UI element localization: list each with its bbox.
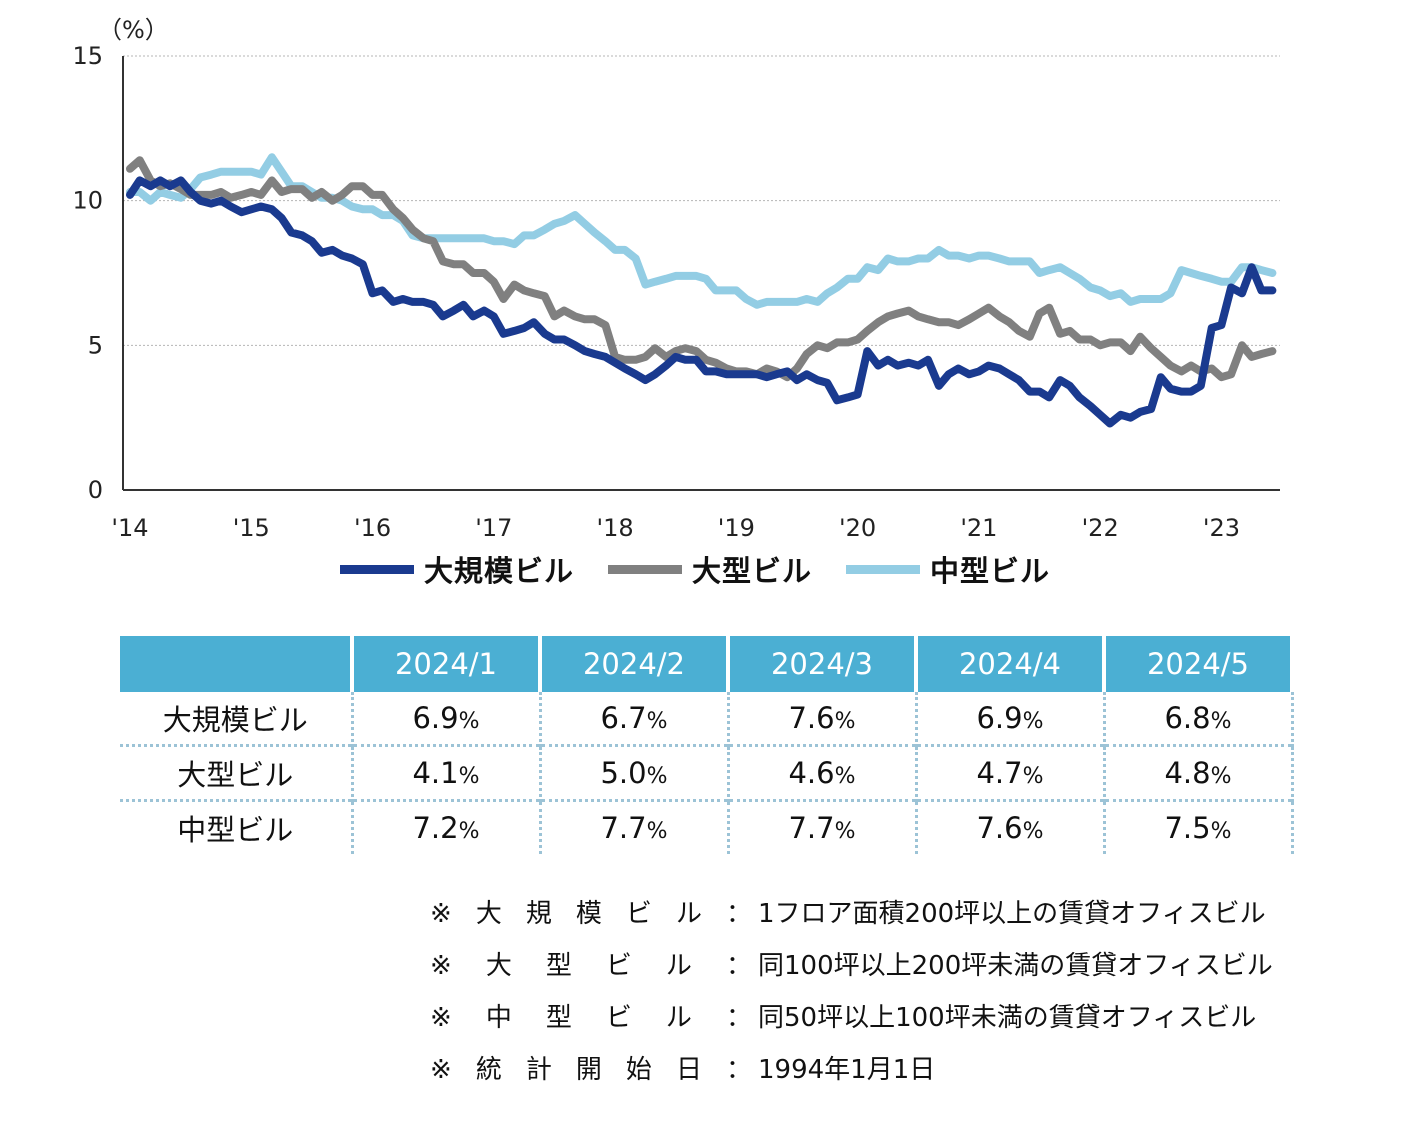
- x-tick-label: '23: [1203, 514, 1240, 542]
- table-row: 大型ビル 4.1% 5.0% 4.6% 4.7% 4.8%: [120, 744, 1294, 801]
- legend-swatch-large-scale: [340, 564, 414, 574]
- vacancy-rate-table: 2024/1 2024/2 2024/3 2024/4 2024/5 大規模ビル…: [120, 636, 1294, 854]
- table-header-month: 2024/3: [728, 636, 918, 692]
- vacancy-rate-chart: （%） 0 5 10 15 '14 '15 '16 '17 '18 '19 '20 '21 '22 '2…: [72, 16, 1280, 542]
- legend-swatch-medium: [846, 564, 921, 574]
- legend-swatch-large: [608, 564, 683, 574]
- footnote: ※ 統計開始日： 1994年1月1日: [430, 1044, 1273, 1096]
- y-tick-label: 5: [88, 331, 103, 359]
- x-tick-label: '15: [233, 514, 270, 542]
- legend-label-large-scale: 大規模ビル: [424, 554, 575, 588]
- x-tick-label: '14: [111, 514, 148, 542]
- table-cell: 4.6%: [728, 744, 918, 801]
- x-tick-labels: '14 '15 '16 '17 '18 '19 '20 '21 '22 '23: [111, 514, 1240, 542]
- legend-label-large: 大型ビル: [692, 554, 813, 588]
- table-cell: 6.8%: [1104, 692, 1294, 746]
- footnotes: ※ 大規模ビル： 1フロア面積200坪以上の賃貸オフィスビル ※ 大型ビル： 同10…: [430, 888, 1273, 1096]
- table-cell: 7.6%: [916, 799, 1106, 854]
- table-cell: 6.9%: [352, 692, 542, 746]
- table-cell: 4.7%: [916, 744, 1106, 801]
- y-tick-labels: 0 5 10 15: [72, 42, 103, 504]
- x-tick-label: '21: [960, 514, 997, 542]
- row-label: 中型ビル: [120, 799, 354, 854]
- x-tick-label: '17: [475, 514, 512, 542]
- table-cell: 7.2%: [352, 799, 542, 854]
- x-tick-label: '20: [839, 514, 876, 542]
- table-header-row: 2024/1 2024/2 2024/3 2024/4 2024/5: [120, 636, 1294, 692]
- table-cell: 7.7%: [540, 799, 730, 854]
- table-cell: 4.1%: [352, 744, 542, 801]
- legend-item-large-scale: 大規模ビル: [340, 548, 574, 590]
- table-row: 中型ビル 7.2% 7.7% 7.7% 7.6% 7.5%: [120, 799, 1294, 854]
- footnote-text: 1フロア面積200坪以上の賃貸オフィスビル: [758, 899, 1266, 929]
- table-cell: 7.6%: [728, 692, 918, 746]
- table-cell: 4.8%: [1104, 744, 1294, 801]
- y-unit-label: （%）: [98, 16, 169, 44]
- footnote: ※ 大規模ビル： 1フロア面積200坪以上の賃貸オフィスビル: [430, 888, 1273, 940]
- series-line-1: [126, 156, 1277, 382]
- y-tick-label: 0: [88, 476, 103, 504]
- table-header-month: 2024/2: [540, 636, 730, 692]
- x-tick-label: '16: [354, 514, 391, 542]
- footnote-text: 同50坪以上100坪未満の賃貸オフィスビル: [758, 1003, 1257, 1033]
- table-header-month: 2024/1: [352, 636, 542, 692]
- legend-item-medium: 中型ビル: [846, 548, 1050, 590]
- table-header-blank: [120, 636, 354, 692]
- x-tick-label: '18: [597, 514, 634, 542]
- x-tick-label: '19: [718, 514, 755, 542]
- footnote: ※ 大型ビル： 同100坪以上200坪未満の賃貸オフィスビル: [430, 940, 1273, 992]
- y-tick-label: 10: [72, 187, 103, 215]
- table-header-month: 2024/5: [1104, 636, 1294, 692]
- legend-item-large: 大型ビル: [608, 548, 812, 590]
- table-row: 大規模ビル 6.9% 6.7% 7.6% 6.9% 6.8%: [120, 692, 1294, 746]
- y-tick-label: 15: [72, 42, 103, 70]
- footnote-text: 同100坪以上200坪未満の賃貸オフィスビル: [758, 951, 1273, 981]
- footnote: ※ 中型ビル： 同50坪以上100坪未満の賃貸オフィスビル: [430, 992, 1273, 1044]
- gridlines: [123, 55, 1280, 346]
- chart-legend: 大規模ビル 大型ビル 中型ビル: [340, 548, 1084, 590]
- row-label: 大型ビル: [120, 744, 354, 801]
- series-line-0: [126, 176, 1277, 428]
- table-cell: 6.9%: [916, 692, 1106, 746]
- x-tick-label: '22: [1082, 514, 1119, 542]
- row-label: 大規模ビル: [120, 692, 354, 746]
- table-header-month: 2024/4: [916, 636, 1106, 692]
- table-cell: 7.5%: [1104, 799, 1294, 854]
- table-cell: 7.7%: [728, 799, 918, 854]
- footnote-text: 1994年1月1日: [758, 1055, 936, 1085]
- table-cell: 5.0%: [540, 744, 730, 801]
- series-lines: [126, 153, 1277, 428]
- table-cell: 6.7%: [540, 692, 730, 746]
- legend-label-medium: 中型ビル: [930, 554, 1051, 588]
